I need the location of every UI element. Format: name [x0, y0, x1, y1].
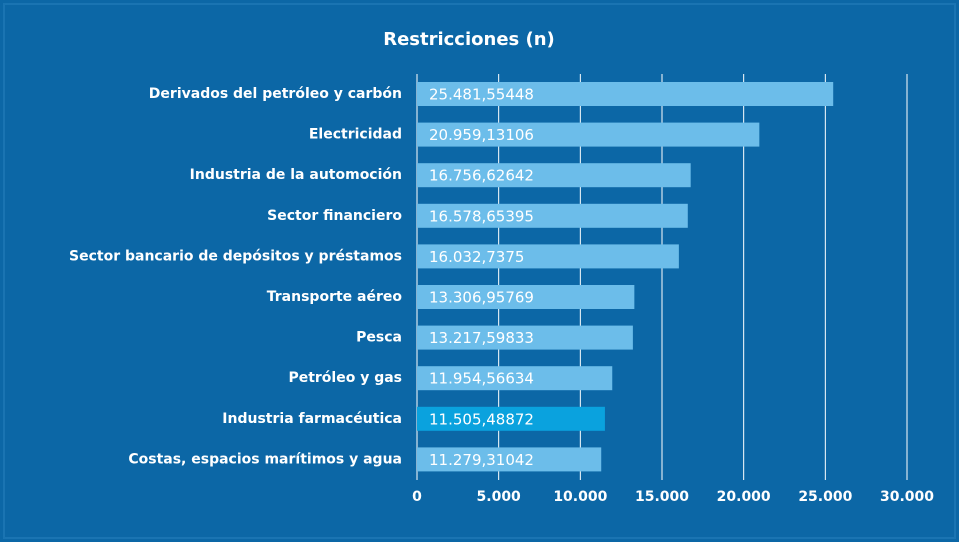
bar	[417, 122, 760, 147]
y-tick-label: Transporte aéreo	[267, 289, 403, 305]
value-label: 13.217,59833	[429, 329, 534, 347]
x-tick-label: 25.000	[798, 489, 852, 505]
value-label: 11.279,31042	[429, 451, 534, 469]
x-tick-label: 0	[412, 489, 422, 505]
bar	[417, 325, 633, 350]
x-tick-label: 20.000	[717, 489, 771, 505]
y-tick-label: Petróleo y gas	[288, 370, 402, 386]
bar	[417, 366, 613, 391]
bar	[417, 406, 605, 431]
x-tick-label: 5.000	[477, 489, 522, 505]
value-label: 25.481,55448	[429, 86, 534, 104]
value-label: 16.032,7375	[429, 248, 524, 266]
y-tick-label: Derivados del petróleo y carbón	[149, 86, 402, 102]
bar	[417, 82, 834, 106]
y-tick-label: Sector bancario de depósitos y préstamos	[69, 248, 402, 264]
y-tick-label: Industria farmacéutica	[222, 411, 402, 427]
value-label: 16.578,65395	[429, 207, 534, 225]
value-label: 16.756,62642	[429, 167, 534, 185]
bar	[417, 203, 688, 228]
value-label: 11.505,48872	[429, 410, 534, 428]
y-tick-label: Industria de la automoción	[190, 167, 402, 183]
x-tick-label: 10.000	[553, 489, 607, 505]
value-label: 11.954,56634	[429, 370, 534, 388]
bar	[417, 163, 691, 188]
bar	[417, 285, 635, 309]
value-label: 20.959,13106	[429, 126, 534, 144]
y-tick-label: Electricidad	[309, 127, 402, 143]
y-tick-label: Pesca	[356, 330, 402, 346]
value-label: 13.306,95769	[429, 289, 534, 307]
x-tick-label: 30.000	[880, 489, 934, 505]
chart-title: Restricciones (n)	[383, 29, 555, 50]
bar	[417, 244, 679, 269]
y-tick-label: Sector financiero	[267, 208, 402, 224]
bar	[417, 447, 602, 472]
y-tick-label: Costas, espacios marítimos y agua	[128, 451, 402, 467]
frame	[3, 3, 956, 539]
x-tick-label: 15.000	[635, 489, 689, 505]
